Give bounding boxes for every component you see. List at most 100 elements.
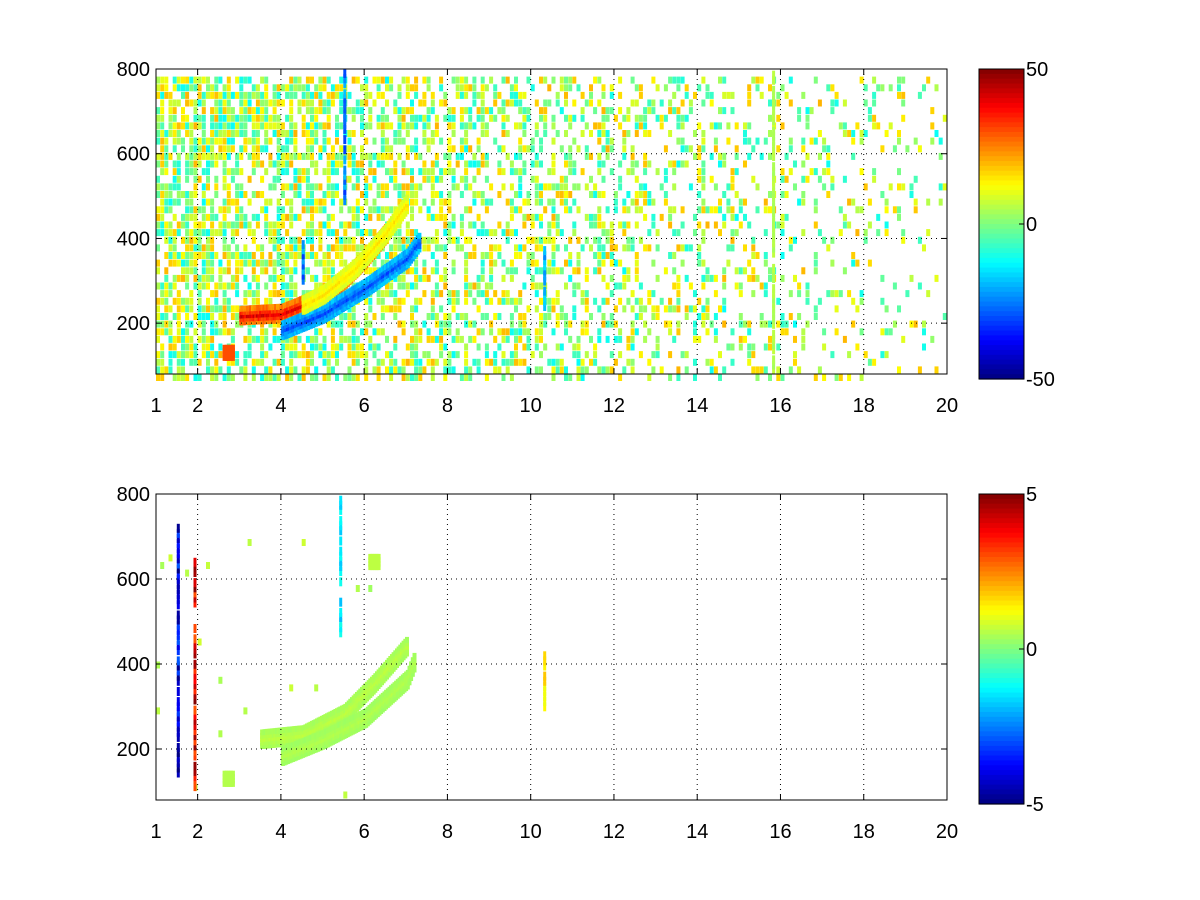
heatmap-cell [601, 122, 606, 130]
heatmap-cell [580, 358, 585, 366]
heatmap-cell [276, 198, 281, 206]
heatmap-cell [851, 259, 856, 267]
heatmap-cell [676, 107, 681, 115]
heatmap-cell [214, 297, 219, 305]
heatmap-cell [539, 160, 543, 168]
heatmap-cell [156, 107, 160, 115]
heatmap-cell [285, 374, 290, 381]
heatmap-cell [268, 137, 273, 145]
heatmap-cell [185, 99, 190, 107]
heatmap-cell [493, 259, 498, 267]
heatmap-cell [181, 91, 185, 99]
heatmap-cell [559, 145, 564, 153]
heatmap-cell [372, 267, 377, 275]
heatmap-cell [526, 259, 531, 267]
heatmap-cell [218, 221, 223, 229]
heatmap-cell [468, 366, 473, 374]
heatmap-cell [156, 259, 160, 267]
heatmap-cell [897, 183, 901, 191]
heatmap-cell [276, 206, 281, 214]
heatmap-cell [472, 152, 477, 160]
heatmap-cell [859, 297, 864, 305]
heatmap-cell [164, 297, 169, 305]
heatmap-cell [251, 252, 256, 259]
heatmap-cell [605, 130, 610, 137]
heatmap-cell [480, 130, 485, 137]
heatmap-cell [618, 160, 623, 168]
heatmap-cell [901, 335, 906, 343]
heatmap-cell [176, 130, 181, 137]
heatmap-cell [601, 130, 606, 137]
heatmap-cell [514, 152, 518, 160]
heatmap-cell [422, 351, 427, 359]
heatmap-cell [164, 160, 169, 168]
heatmap-cell [251, 290, 256, 298]
heatmap-cell [330, 267, 335, 275]
colorbar-segment [979, 369, 1024, 375]
heatmap-cell [360, 122, 364, 130]
heatmap-cell [534, 122, 539, 130]
heatmap-cell [572, 160, 577, 168]
heatmap-cell [272, 175, 277, 183]
heatmap-cell [255, 221, 260, 229]
heatmap-cell [726, 91, 731, 99]
heatmap-cell [888, 183, 893, 191]
heatmap-cell [897, 168, 901, 176]
heatmap-cell [206, 297, 210, 305]
heatmap-cell [189, 145, 194, 153]
heatmap-cell [222, 206, 227, 214]
heatmap-cell [484, 152, 489, 160]
heatmap-cell [181, 213, 185, 221]
heatmap-cell [181, 122, 185, 130]
heatmap-cell [430, 358, 435, 366]
heatmap-cell [876, 229, 881, 237]
heatmap-cell [414, 282, 419, 290]
heatmap-cell [376, 160, 381, 168]
heatmap-cell [772, 136, 776, 146]
heatmap-cell [343, 99, 347, 109]
heatmap-cell [160, 91, 165, 99]
heatmap-cell [372, 99, 377, 107]
heatmap-cell [755, 137, 760, 145]
heatmap-cell [772, 70, 776, 80]
heatmap-cell [476, 290, 481, 298]
heatmap-cell [534, 366, 539, 374]
heatmap-cell [393, 175, 398, 183]
heatmap-cell [672, 267, 677, 275]
heatmap-cell [322, 221, 327, 229]
heatmap-cell [547, 198, 552, 206]
heatmap-cell [389, 84, 394, 92]
heatmap-cell [280, 274, 285, 282]
heatmap-cell [193, 351, 198, 359]
heatmap-cell [272, 84, 277, 92]
heatmap-cell [305, 175, 310, 183]
heatmap-cell [630, 198, 635, 206]
heatmap-cell [176, 84, 181, 92]
y-tick-label: 600 [117, 144, 150, 166]
heatmap-cell [251, 297, 256, 305]
heatmap-cell [280, 99, 285, 107]
heatmap-cell [310, 99, 314, 107]
heatmap-cell [301, 130, 306, 137]
heatmap-cell [314, 114, 319, 122]
heatmap-cell [439, 137, 444, 145]
heatmap-cell [867, 114, 872, 122]
heatmap-cell [439, 274, 444, 282]
heatmap-cell [310, 213, 314, 221]
heatmap-cell [355, 374, 360, 381]
heatmap-cell [189, 152, 194, 160]
heatmap-cell [318, 76, 323, 84]
heatmap-cell [701, 313, 706, 320]
heatmap-cell [201, 152, 206, 160]
heatmap-cell [160, 290, 165, 298]
heatmap-cell [201, 351, 206, 359]
heatmap-cell [168, 183, 173, 191]
heatmap-cell [593, 252, 598, 259]
heatmap-cell [318, 122, 323, 130]
heatmap-cell [872, 175, 877, 183]
heatmap-cell [743, 122, 747, 130]
heatmap-cell [480, 84, 485, 92]
heatmap-cell [318, 145, 323, 153]
heatmap-cell [405, 229, 410, 237]
heatmap-cell [630, 335, 635, 343]
